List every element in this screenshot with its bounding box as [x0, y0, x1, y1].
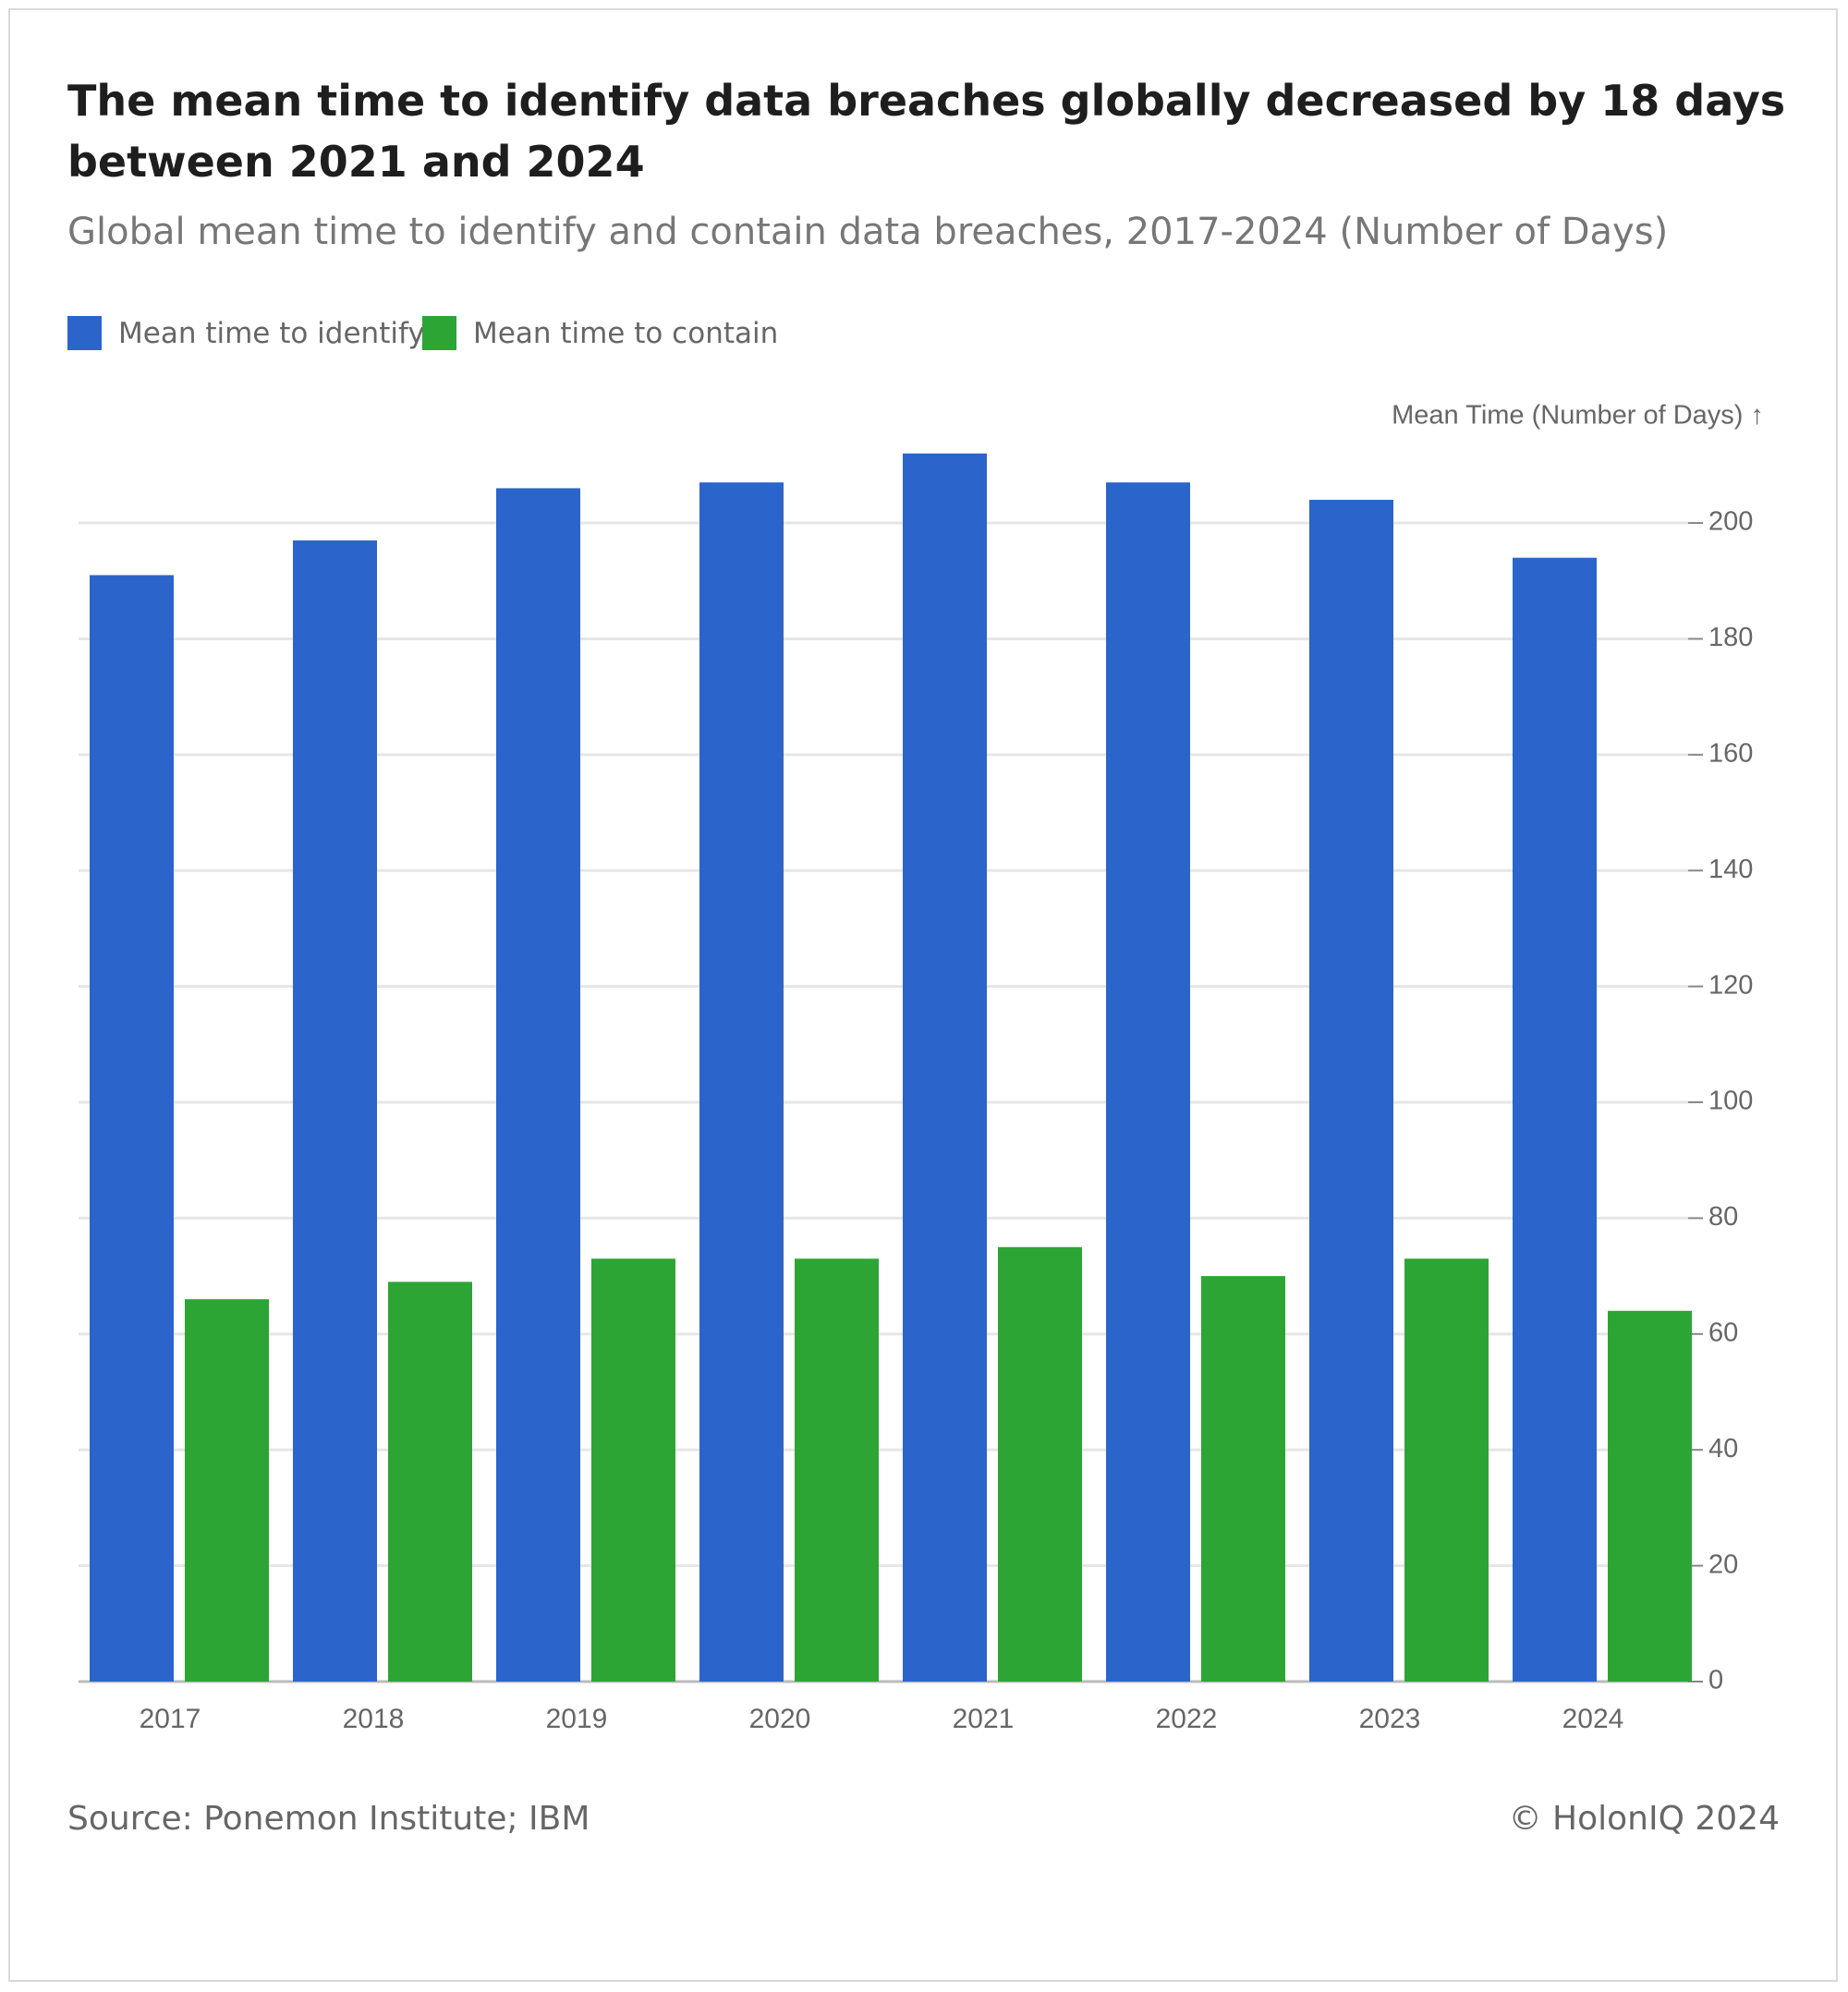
bar: [90, 575, 174, 1682]
bar: [903, 453, 987, 1682]
x-tick-label: 2018: [343, 1704, 405, 1734]
chart-title: The mean time to identify data breaches …: [67, 76, 1786, 187]
bar: [1106, 482, 1190, 1682]
bar: [1201, 1276, 1285, 1682]
chart-subtitle: Global mean time to identify and contain…: [67, 211, 1669, 253]
y-tick-label: 120: [1708, 970, 1753, 1000]
bar: [1404, 1258, 1489, 1682]
bar: [1608, 1310, 1692, 1682]
bar: [1309, 499, 1393, 1682]
x-tick-label: 2024: [1562, 1704, 1624, 1734]
y-tick-label: 80: [1708, 1202, 1738, 1232]
y-tick-label: 140: [1708, 855, 1753, 884]
x-tick-label: 2023: [1359, 1704, 1421, 1734]
bar: [185, 1299, 269, 1682]
y-tick-label: 0: [1708, 1666, 1723, 1695]
y-tick-label: 200: [1708, 507, 1753, 537]
bar: [1513, 557, 1597, 1682]
legend-item: Mean time to identify: [67, 316, 425, 350]
bar: [998, 1246, 1082, 1682]
x-tick-label: 2022: [1156, 1704, 1218, 1734]
bar: [496, 488, 580, 1682]
y-tick-label: 100: [1708, 1087, 1753, 1116]
x-tick-label: 2017: [140, 1704, 201, 1734]
y-tick-label: 60: [1708, 1318, 1738, 1347]
credit: © HolonIQ 2024: [1508, 1800, 1780, 1838]
legend-label: Mean time to identify: [118, 316, 425, 350]
x-tick-label: 2021: [953, 1704, 1015, 1734]
x-tick-label: 2019: [546, 1704, 608, 1734]
bar: [795, 1258, 879, 1682]
legend-label: Mean time to contain: [473, 316, 779, 350]
y-tick-label: 160: [1708, 738, 1753, 768]
bar: [293, 540, 377, 1682]
x-tick-label: 2020: [749, 1704, 811, 1734]
legend-swatch: [422, 316, 456, 350]
y-tick-label: 20: [1708, 1549, 1738, 1579]
bar: [388, 1281, 472, 1682]
y-tick-label: 40: [1708, 1434, 1738, 1464]
bar: [591, 1258, 675, 1682]
bar: [699, 482, 784, 1682]
source: Source: Ponemon Institute; IBM: [67, 1800, 590, 1838]
legend-item: Mean time to contain: [422, 316, 778, 350]
y-axis-title: Mean Time (Number of Days) ↑: [1392, 401, 1764, 431]
frame: [8, 8, 1838, 1982]
y-tick-label: 180: [1708, 623, 1753, 652]
legend-swatch: [67, 316, 102, 350]
